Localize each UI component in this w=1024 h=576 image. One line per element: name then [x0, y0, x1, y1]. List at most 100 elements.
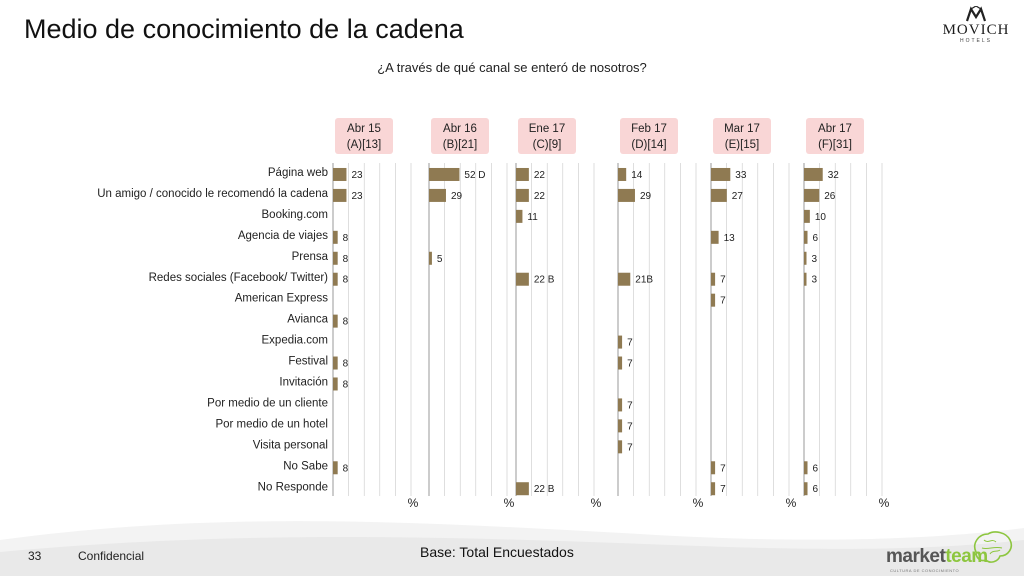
data-label: 10: [815, 212, 827, 223]
data-label: 8: [343, 359, 349, 370]
base-note: Base: Total Encuestados: [420, 544, 574, 560]
data-label: 7: [720, 484, 726, 495]
brain-icon: [973, 531, 1013, 563]
data-label: 22 B: [534, 484, 555, 495]
data-label: 7: [627, 338, 633, 349]
category-label: Invitación: [279, 377, 328, 389]
bar: [516, 209, 523, 223]
period-label: Mar 17: [724, 123, 760, 135]
movich-m-icon: [965, 6, 987, 22]
bar: [711, 293, 716, 307]
period-label: Abr 16: [443, 123, 477, 135]
bar: [333, 314, 338, 328]
partner-name: marketteam: [886, 546, 988, 567]
data-label: 23: [351, 191, 363, 202]
data-label: 22: [534, 191, 546, 202]
axis-unit-label: %: [504, 496, 515, 510]
bar: [804, 209, 810, 223]
period-label: Ene 17: [529, 123, 565, 135]
bar: [333, 377, 338, 391]
bar: [429, 167, 460, 181]
period-code: (D)[14]: [631, 139, 666, 151]
axis-unit-label: %: [786, 496, 797, 510]
bar: [711, 272, 716, 286]
axis-unit-label: %: [693, 496, 704, 510]
bar: [618, 419, 623, 433]
data-label: 27: [732, 191, 744, 202]
category-label: Prensa: [292, 251, 329, 263]
bar: [618, 188, 635, 202]
bar: [618, 167, 627, 181]
bar: [804, 230, 808, 244]
data-label: 52 D: [464, 170, 485, 181]
bar: [711, 188, 727, 202]
bar: [618, 335, 623, 349]
data-label: 5: [437, 254, 443, 265]
bar: [804, 461, 808, 475]
data-label: 6: [813, 463, 819, 474]
data-label: 7: [627, 400, 633, 411]
period-code: (B)[21]: [443, 139, 478, 151]
bar: [429, 251, 432, 265]
data-label: 8: [343, 254, 349, 265]
bar: [333, 461, 338, 475]
category-label: Por medio de un hotel: [215, 418, 328, 430]
bar: [516, 188, 529, 202]
page-number: 33: [28, 549, 42, 563]
data-label: 21B: [635, 275, 653, 286]
bar: [804, 482, 808, 496]
data-label: 8: [343, 275, 349, 286]
period-label: Feb 17: [631, 123, 667, 135]
footer-wave: [0, 521, 1024, 576]
period-header: [431, 118, 489, 154]
data-label: 13: [724, 233, 736, 244]
data-label: 3: [812, 254, 818, 265]
data-label: 22 B: [534, 275, 555, 286]
period-header: [335, 118, 393, 154]
axis-unit-label: %: [591, 496, 602, 510]
brand-tagline: HOTELS: [959, 38, 992, 44]
category-label: Festival: [288, 356, 328, 368]
axis-unit-label: %: [879, 496, 890, 510]
category-label: Agencia de viajes: [238, 230, 328, 242]
data-label: 3: [812, 275, 818, 286]
category-label: No Sabe: [283, 460, 328, 472]
category-label: American Express: [235, 293, 329, 305]
bar: [333, 188, 347, 202]
period-header: [518, 118, 576, 154]
period-code: (C)[9]: [533, 139, 562, 151]
bar: [618, 440, 623, 454]
data-label: 32: [828, 170, 840, 181]
bar: [333, 356, 338, 370]
data-label: 8: [343, 233, 349, 244]
data-label: 33: [735, 170, 747, 181]
data-label: 7: [627, 359, 633, 370]
category-label: Redes sociales (Facebook/ Twitter): [149, 272, 329, 284]
bar: [804, 167, 823, 181]
bar: [516, 272, 529, 286]
bar: [804, 272, 807, 286]
category-label: Booking.com: [262, 209, 328, 221]
category-label: Avianca: [287, 314, 328, 326]
data-label: 8: [343, 317, 349, 328]
period-label: Abr 17: [818, 123, 852, 135]
data-label: 7: [720, 275, 726, 286]
period-label: Abr 15: [347, 123, 381, 135]
bar: [333, 272, 338, 286]
bar: [804, 251, 807, 265]
movich-logo: MOVICH HOTELS: [936, 6, 1016, 44]
bar: [804, 188, 820, 202]
confidential-label: Confidencial: [78, 549, 145, 563]
data-label: 7: [627, 442, 633, 453]
bar: [711, 167, 731, 181]
category-label: No Responde: [258, 481, 328, 493]
period-header: [806, 118, 864, 154]
data-label: 6: [813, 484, 819, 495]
period-code: (E)[15]: [725, 139, 760, 151]
bar: [711, 230, 719, 244]
axis-unit-label: %: [408, 496, 419, 510]
data-label: 7: [627, 421, 633, 432]
bar: [333, 230, 338, 244]
data-label: 11: [527, 212, 538, 223]
bar: [618, 272, 631, 286]
